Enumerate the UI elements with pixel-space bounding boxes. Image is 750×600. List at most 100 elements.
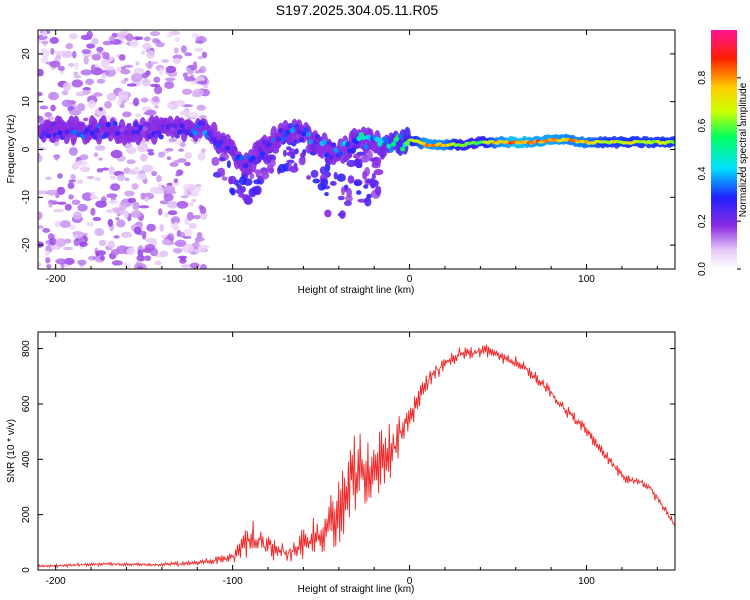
spectrogram-cell: [57, 130, 63, 136]
spectrogram-cell: [41, 49, 50, 59]
spectrogram-cell: [133, 226, 142, 235]
spectrogram-cell: [155, 42, 165, 48]
colorbar-tick-label: 0.8: [697, 70, 708, 84]
spectrogram-cell: [131, 183, 139, 190]
spectrogram-cell: [175, 173, 181, 177]
spectrogram-cell: [165, 65, 177, 74]
spectrogram-cell: [63, 257, 75, 265]
spectrogram-cell: [72, 211, 82, 220]
spectrogram-cell: [218, 139, 224, 145]
spectrogram-cell: [38, 154, 43, 163]
spectrogram-cell: [312, 139, 318, 146]
snr-x-axis: -200 -100 0 100: [46, 332, 658, 587]
spectrogram-cell: [129, 39, 139, 48]
spectrogram-cell: [175, 101, 186, 107]
spectrogram-cell: [201, 51, 208, 59]
spectrogram-cell: [324, 152, 330, 158]
y-tick-label: 20: [21, 48, 32, 60]
spectrogram-cell: [59, 220, 71, 228]
spectrogram-cell: [64, 203, 72, 211]
spectrogram-cell: [123, 262, 131, 269]
y-tick-label: 200: [21, 506, 32, 523]
spectrogram-cell: [110, 149, 123, 159]
x-tick-label: 100: [578, 576, 595, 587]
spectrogram-cell: [326, 140, 332, 146]
spectrogram-cell: [337, 151, 344, 157]
spectrogram-cell: [289, 165, 299, 173]
spectrogram-cell: [98, 121, 104, 127]
spectrogram-cell: [77, 203, 88, 212]
spectrogram-cell: [156, 175, 162, 183]
spectrogram-cell: [137, 266, 144, 269]
spectrogram-cell: [174, 36, 180, 43]
spectrogram-cell: [166, 156, 172, 161]
spectrogram-cell: [165, 147, 174, 152]
spectrogram-cell: [371, 156, 382, 166]
spectrogram-cell: [81, 192, 94, 201]
spectrogram-cell: [388, 147, 394, 153]
x-tick-label: -200: [46, 576, 66, 587]
snr-x-label: Height of straight line (km): [298, 584, 415, 595]
spectrogram-cell: [91, 37, 99, 45]
spectrogram-cell: [95, 250, 107, 256]
spectrogram-cell: [164, 77, 176, 82]
spectrogram-cell: [161, 234, 168, 239]
spectrogram-cell: [362, 170, 368, 180]
spectrogram-cell: [141, 164, 154, 173]
spectrogram-cell: [329, 180, 337, 186]
spectrogram-cell: [232, 146, 238, 152]
spectrogram-cell: [294, 123, 300, 129]
spectrogram-cell: [373, 168, 384, 176]
spectrogram-cell: [38, 241, 44, 248]
spectrogram-cell: [211, 156, 220, 167]
spectrogram-cell: [195, 40, 204, 44]
spectrogram-cell: [170, 216, 181, 225]
spectrogram-cell: [188, 223, 197, 229]
spectrogram-cell: [158, 67, 164, 76]
spectrogram-cell: [197, 55, 204, 60]
spectrogram-cell: [121, 231, 133, 238]
spectrogram-cell: [114, 130, 121, 136]
spectrogram-data: [38, 30, 675, 269]
spectrogram-cell: [340, 186, 346, 196]
spectrogram-cell: [90, 207, 96, 216]
spectrogram-cell: [126, 247, 136, 256]
spectrogram-cell: [70, 173, 76, 180]
spectrogram-cell: [87, 99, 96, 109]
spectrogram-cell: [135, 129, 141, 135]
spectrogram-cell: [191, 199, 197, 203]
spectrogram-cell: [305, 131, 311, 138]
spectrogram-cell: [133, 166, 140, 173]
spectrogram-cell: [239, 175, 247, 186]
spectrogram-cell: [166, 182, 173, 187]
spectrogram-cell: [124, 177, 130, 182]
spectrogram-cell: [104, 68, 117, 77]
spectrogram-cell: [166, 33, 173, 38]
spectrogram-cell: [345, 194, 353, 203]
spectrogram-cell: [115, 217, 120, 221]
spectrogram-cell: [360, 134, 367, 141]
spectrogram-cell: [146, 49, 155, 59]
spectrogram-cell: [124, 210, 129, 219]
spectrogram-cell: [180, 232, 185, 238]
spectrogram-cell: [86, 43, 96, 49]
spectrogram-cell: [157, 151, 166, 158]
spectrogram-cell: [192, 61, 198, 71]
spectrogram-cell: [174, 133, 180, 139]
spectrogram-cell: [200, 264, 207, 269]
spectrogram-cell: [346, 187, 352, 198]
spectrogram-cell: [251, 186, 261, 196]
spectrogram-cell: [101, 72, 107, 80]
spectrogram-cell: [310, 169, 319, 178]
spectrogram-cell: [124, 190, 135, 197]
spectrogram-cell: [262, 139, 268, 145]
spectrogram-cell: [47, 116, 54, 121]
spectrogram-cell: [400, 146, 406, 152]
colorbar-tick-label: 0.0: [697, 262, 708, 276]
spectrogram-cell: [344, 141, 351, 147]
spectrogram-cell: [151, 170, 158, 177]
spectrogram-cell: [38, 190, 48, 195]
spectrogram-cell: [38, 211, 43, 221]
spectrogram-cell: [199, 65, 207, 74]
spectrogram-cell: [337, 195, 345, 201]
